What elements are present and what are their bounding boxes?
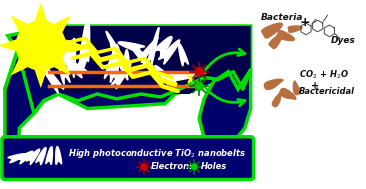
Polygon shape — [17, 151, 33, 164]
Circle shape — [194, 81, 204, 91]
Polygon shape — [158, 40, 180, 64]
Text: Holes: Holes — [201, 162, 227, 171]
Polygon shape — [11, 58, 28, 76]
Polygon shape — [65, 39, 83, 52]
Text: Bacteria: Bacteria — [260, 13, 303, 22]
FancyArrowPatch shape — [206, 88, 245, 106]
Polygon shape — [74, 47, 90, 76]
Polygon shape — [277, 31, 294, 41]
Polygon shape — [166, 72, 198, 81]
Polygon shape — [53, 26, 251, 94]
Text: Electrons: Electrons — [150, 162, 195, 171]
Polygon shape — [5, 26, 251, 153]
Polygon shape — [56, 146, 61, 164]
Polygon shape — [288, 26, 302, 32]
Circle shape — [194, 67, 204, 77]
FancyArrowPatch shape — [206, 49, 245, 69]
Polygon shape — [54, 15, 71, 33]
Text: Bactericidal: Bactericidal — [299, 87, 355, 96]
Polygon shape — [106, 31, 127, 66]
Polygon shape — [138, 37, 158, 62]
Polygon shape — [54, 58, 71, 76]
FancyBboxPatch shape — [2, 137, 254, 180]
Polygon shape — [43, 50, 75, 59]
Polygon shape — [26, 149, 40, 164]
Text: Dyes: Dyes — [330, 36, 355, 45]
Polygon shape — [55, 45, 70, 84]
Polygon shape — [118, 42, 145, 53]
Polygon shape — [8, 154, 26, 163]
Polygon shape — [36, 148, 46, 165]
Polygon shape — [46, 147, 52, 164]
Polygon shape — [155, 66, 177, 88]
Polygon shape — [59, 55, 87, 78]
Polygon shape — [35, 3, 47, 21]
Polygon shape — [269, 35, 282, 49]
Polygon shape — [262, 23, 282, 38]
Text: +: + — [299, 16, 310, 29]
Polygon shape — [104, 45, 117, 80]
Circle shape — [190, 163, 198, 171]
Polygon shape — [66, 38, 75, 77]
Polygon shape — [199, 70, 251, 147]
Text: CO$_2$ + H$_2$O: CO$_2$ + H$_2$O — [299, 68, 349, 81]
Circle shape — [15, 20, 66, 71]
Circle shape — [140, 163, 147, 171]
Polygon shape — [0, 39, 16, 52]
Polygon shape — [264, 79, 283, 89]
Polygon shape — [132, 48, 163, 80]
Polygon shape — [80, 18, 90, 62]
Polygon shape — [147, 27, 159, 66]
Polygon shape — [294, 81, 300, 95]
Polygon shape — [111, 63, 131, 89]
Polygon shape — [111, 44, 135, 80]
Text: High photoconductive TiO$_2$ nanobelts: High photoconductive TiO$_2$ nanobelts — [68, 147, 246, 160]
Polygon shape — [272, 93, 281, 107]
Text: +: + — [311, 81, 319, 91]
Polygon shape — [280, 88, 296, 99]
Polygon shape — [179, 44, 188, 66]
Polygon shape — [39, 60, 64, 93]
Polygon shape — [35, 70, 47, 88]
Polygon shape — [154, 36, 172, 56]
Polygon shape — [124, 50, 130, 72]
Polygon shape — [11, 15, 28, 33]
Polygon shape — [110, 46, 119, 83]
